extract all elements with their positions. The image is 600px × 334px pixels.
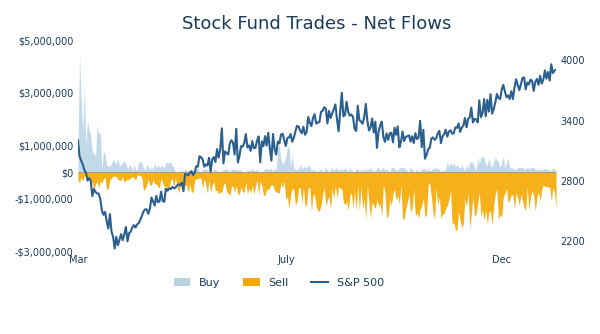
Title: Stock Fund Trades - Net Flows: Stock Fund Trades - Net Flows — [182, 15, 452, 33]
Legend: Buy, Sell, S&P 500: Buy, Sell, S&P 500 — [169, 273, 388, 292]
